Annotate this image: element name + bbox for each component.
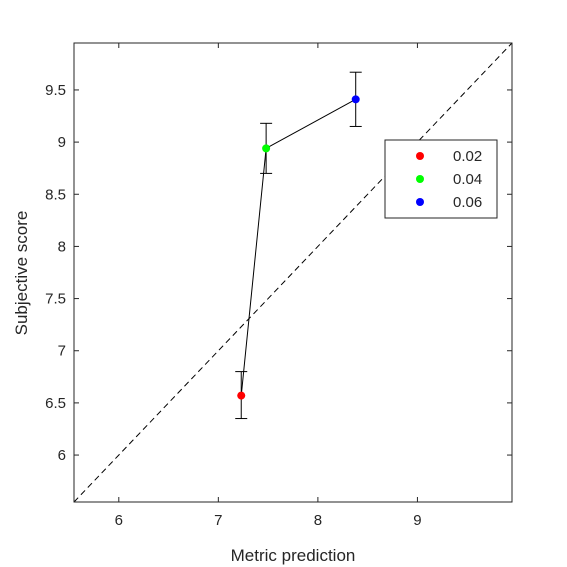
legend-label-0.04: 0.04 <box>453 171 482 188</box>
y-tick-label: 8.5 <box>45 186 66 203</box>
axes: 6 7 8 9 6 6.5 7 7.5 8 8.5 9 9.5 <box>45 42 513 529</box>
connecting-line <box>240 98 356 396</box>
legend-marker-0.04 <box>416 175 424 183</box>
y-tick-label: 7 <box>58 343 66 360</box>
legend-label-0.06: 0.06 <box>453 194 482 211</box>
x-tick-label: 9 <box>413 512 421 529</box>
y-tick-label: 6 <box>58 447 66 464</box>
data-point-0.04 <box>262 144 271 153</box>
y-tick-label: 8 <box>58 238 66 255</box>
x-tick-label: 6 <box>115 512 123 529</box>
x-axis-title: Metric prediction <box>231 546 356 565</box>
reference-line <box>73 42 513 503</box>
legend-marker-0.02 <box>416 152 424 160</box>
y-tick-label: 9.5 <box>45 82 66 99</box>
y-tick-label: 9 <box>58 134 66 151</box>
x-tick-label: 8 <box>314 512 322 529</box>
legend: 0.02 0.04 0.06 <box>384 139 498 219</box>
legend-label-0.02: 0.02 <box>453 148 482 165</box>
legend-marker-0.06 <box>416 198 424 206</box>
axes-box <box>73 42 513 503</box>
y-axis-title: Subjective score <box>12 211 31 336</box>
data-point-0.02 <box>237 391 246 400</box>
data-point-0.06 <box>351 95 360 104</box>
y-tick-label: 6.5 <box>45 395 66 412</box>
y-tick-label: 7.5 <box>45 291 66 308</box>
x-tick-label: 7 <box>214 512 222 529</box>
legend-box <box>384 139 498 219</box>
plot-area <box>73 42 513 503</box>
